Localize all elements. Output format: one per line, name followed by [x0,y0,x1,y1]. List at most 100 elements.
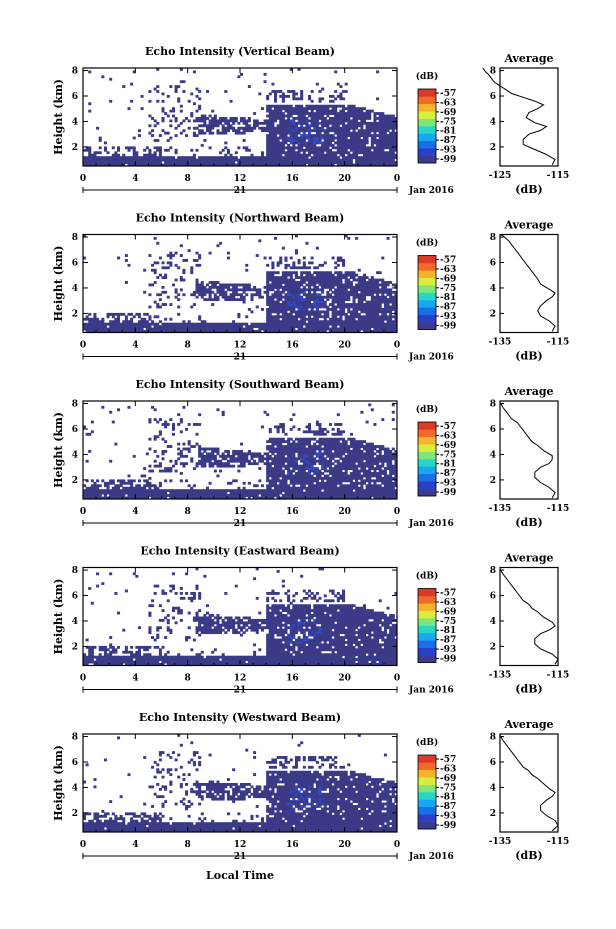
heatmap-cell [127,148,131,152]
heatmap-cell [166,467,170,470]
heatmap-cell [171,283,175,287]
heatmap-cell [315,440,319,444]
heatmap-cell [106,330,110,333]
heatmap-cell [334,494,338,497]
heatmap-cell [321,281,325,284]
heatmap-cell [313,117,317,120]
heatmap-cell [192,325,196,328]
heatmap-cell [289,126,293,130]
heatmap-cell [334,121,338,125]
heatmap-cell [294,491,298,495]
heatmap-cell [211,494,215,497]
heatmap-cell [232,327,236,331]
heatmap-cell [334,315,338,319]
heatmap-cell [328,295,332,299]
heatmap-cell [308,310,312,314]
heatmap-cell [347,315,351,319]
heatmap-cell [274,148,278,152]
heatmap-cell [224,119,228,123]
heatmap-cell [213,293,217,297]
heatmap-cell [179,131,183,135]
heatmap-cell [161,322,165,326]
heatmap-cell [355,163,359,167]
heatmap-cell [373,317,377,321]
heatmap-cell [208,285,212,289]
heatmap-cell [185,117,189,120]
heatmap-cell [145,156,149,160]
heatmap-cell [389,131,393,135]
heatmap-cell [268,256,272,260]
heatmap-cell [287,315,291,319]
heatmap-cell [124,322,128,326]
heatmap-cell [224,117,228,120]
heatmap-cell [300,109,304,113]
heatmap-cell [216,494,220,497]
heatmap-cell [284,295,288,299]
heatmap-cell [245,163,249,167]
heatmap-cell [203,285,207,289]
heatmap-cell [318,325,322,328]
heatmap-cell [237,126,241,130]
heatmap-cell [328,322,332,326]
heatmap-cell [362,298,366,302]
heatmap-cell [376,325,380,328]
heatmap-cell [318,494,322,497]
heatmap-cell [391,290,395,294]
heatmap-cell [164,450,168,453]
colorbar-frame [417,255,437,330]
heatmap-cell [135,330,139,333]
heatmap-cell [300,486,304,490]
heatmap-cell [98,146,102,150]
heatmap-cell [274,278,278,282]
heatmap-cell [255,119,259,123]
heatmap-cell [300,315,304,319]
heatmap-cell [98,151,102,155]
heatmap-cell [281,290,285,294]
heatmap-cell [344,146,348,150]
heatmap-cell [240,295,244,299]
heatmap-cell [164,317,168,321]
heatmap-cell [383,117,387,120]
heatmap-cell [349,276,353,279]
heatmap-cell [339,163,343,167]
heatmap-cell [90,161,94,164]
heatmap-cell [219,496,223,500]
heatmap-cell [114,163,118,167]
heatmap-cell [305,464,309,468]
heatmap-cell [132,136,136,140]
heatmap-cell [234,459,238,463]
heatmap-cell [237,496,241,500]
heatmap-cell [195,322,199,326]
heatmap-cell [349,325,353,328]
heatmap-cell [339,104,343,108]
heatmap-cell [274,163,278,167]
heatmap-cell [205,322,209,326]
heatmap-cell [287,469,291,473]
heatmap-cell [292,109,296,113]
heatmap-cell [200,330,204,333]
heatmap-cell [253,121,257,125]
heatmap-cell [195,330,199,333]
heatmap-cell [156,121,160,125]
heatmap-cell [328,104,332,108]
heatmap-cell [315,310,319,314]
heatmap-cell [300,459,304,463]
x-tick-label: 12 [234,341,247,351]
heatmap-cell [302,158,306,162]
heatmap-cell [205,124,209,128]
heatmap-cell [331,295,335,299]
heatmap-cell [195,295,199,299]
heatmap-cell [294,464,298,468]
heatmap-cell [373,303,377,306]
heatmap-cell [242,454,246,458]
heatmap-cell [200,281,204,284]
heatmap-cell [331,484,335,488]
heatmap-cell [305,303,309,306]
heatmap-cell [347,151,351,155]
heatmap-cell [305,109,309,113]
heatmap-cell [240,293,244,297]
heatmap-cell [205,156,209,160]
heatmap-cell [145,489,149,493]
heatmap-cell [334,325,338,328]
heatmap-cell [365,136,369,140]
